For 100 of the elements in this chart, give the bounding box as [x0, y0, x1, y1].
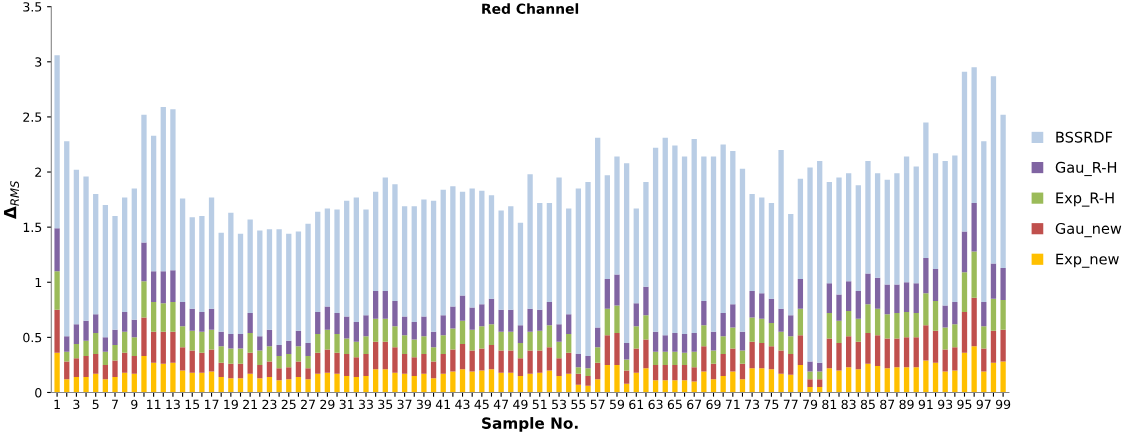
- x-tick-label: 33: [359, 399, 373, 410]
- bar: [93, 194, 99, 315]
- bar: [730, 327, 736, 349]
- bar: [749, 341, 755, 369]
- bar: [807, 386, 813, 393]
- bar: [208, 349, 215, 372]
- bar: [778, 308, 784, 332]
- bar: [990, 330, 997, 363]
- bar: [189, 372, 195, 393]
- x-axis-title: Sample No.: [482, 417, 578, 432]
- bar: [797, 308, 804, 336]
- bar: [498, 210, 504, 310]
- bar: [392, 300, 398, 327]
- bar: [566, 314, 572, 335]
- bar: [199, 352, 205, 373]
- bar: [141, 356, 147, 393]
- x-tick-label: 51: [532, 399, 547, 410]
- bar: [440, 315, 446, 336]
- x-tick-label: 65: [667, 399, 682, 410]
- bar: [981, 348, 987, 372]
- bar: [903, 282, 910, 313]
- bar: [874, 277, 881, 309]
- bar: [527, 350, 533, 374]
- bar: [508, 206, 514, 310]
- bar: [517, 222, 524, 326]
- legend-label: Gau_R-H: [1055, 161, 1117, 177]
- bar: [913, 313, 919, 338]
- bar: [508, 331, 514, 351]
- bar: [160, 363, 166, 393]
- bar: [64, 141, 70, 337]
- bar: [372, 369, 379, 393]
- y-tick-label: 1: [35, 277, 42, 287]
- bar: [952, 324, 958, 348]
- bar: [971, 202, 977, 252]
- bar: [160, 331, 166, 364]
- bar: [93, 332, 99, 354]
- bar: [971, 346, 977, 393]
- bar: [759, 293, 765, 319]
- bar: [788, 213, 794, 316]
- bar: [189, 350, 195, 373]
- bar: [54, 309, 60, 353]
- bar: [595, 379, 601, 393]
- x-tick-label: 37: [397, 399, 412, 410]
- bar: [421, 373, 427, 393]
- bar: [759, 197, 765, 294]
- bar: [749, 317, 755, 342]
- bar: [604, 308, 610, 336]
- bar: [846, 367, 852, 393]
- bar: [372, 318, 379, 342]
- x-tick-label: 27: [301, 399, 315, 409]
- bar: [652, 331, 659, 352]
- bar: [807, 379, 813, 387]
- bar: [54, 228, 60, 272]
- bar: [817, 362, 823, 372]
- bar: [93, 373, 99, 393]
- bar: [855, 185, 861, 292]
- x-tick-label: 95: [957, 399, 972, 410]
- x-tick-label: 73: [745, 399, 760, 410]
- bar: [971, 251, 977, 298]
- bar: [759, 368, 765, 393]
- bar: [749, 291, 755, 318]
- bar: [179, 198, 186, 303]
- bar: [295, 361, 302, 378]
- bar: [1000, 267, 1006, 300]
- bar: [411, 375, 417, 393]
- bar: [527, 174, 533, 309]
- bar: [305, 368, 311, 380]
- bar: [527, 308, 533, 332]
- bar: [575, 367, 582, 374]
- bar: [643, 339, 649, 369]
- bar: [237, 348, 244, 364]
- bar: [344, 375, 350, 393]
- x-tick-label: 5: [92, 399, 99, 410]
- bar: [537, 202, 543, 310]
- bar: [710, 379, 717, 393]
- bar: [208, 329, 215, 350]
- bar: [170, 302, 176, 332]
- bar: [681, 334, 688, 353]
- x-tick-label: 3: [73, 399, 80, 410]
- bar: [305, 356, 311, 369]
- bar: [903, 367, 910, 393]
- bar: [83, 356, 89, 378]
- bar: [768, 298, 775, 324]
- bar: [199, 331, 205, 353]
- bar: [421, 199, 427, 317]
- bar: [1000, 329, 1006, 362]
- bar: [517, 358, 524, 376]
- bar: [430, 378, 437, 393]
- bar: [546, 302, 553, 326]
- bar: [430, 361, 437, 379]
- bar: [228, 212, 234, 335]
- bar: [952, 370, 958, 393]
- bar: [411, 339, 417, 358]
- bar: [102, 337, 109, 352]
- bar: [942, 349, 948, 372]
- bar: [122, 372, 128, 393]
- bar: [778, 331, 784, 351]
- bar: [112, 329, 118, 346]
- bar: [807, 361, 813, 372]
- bar: [981, 371, 987, 393]
